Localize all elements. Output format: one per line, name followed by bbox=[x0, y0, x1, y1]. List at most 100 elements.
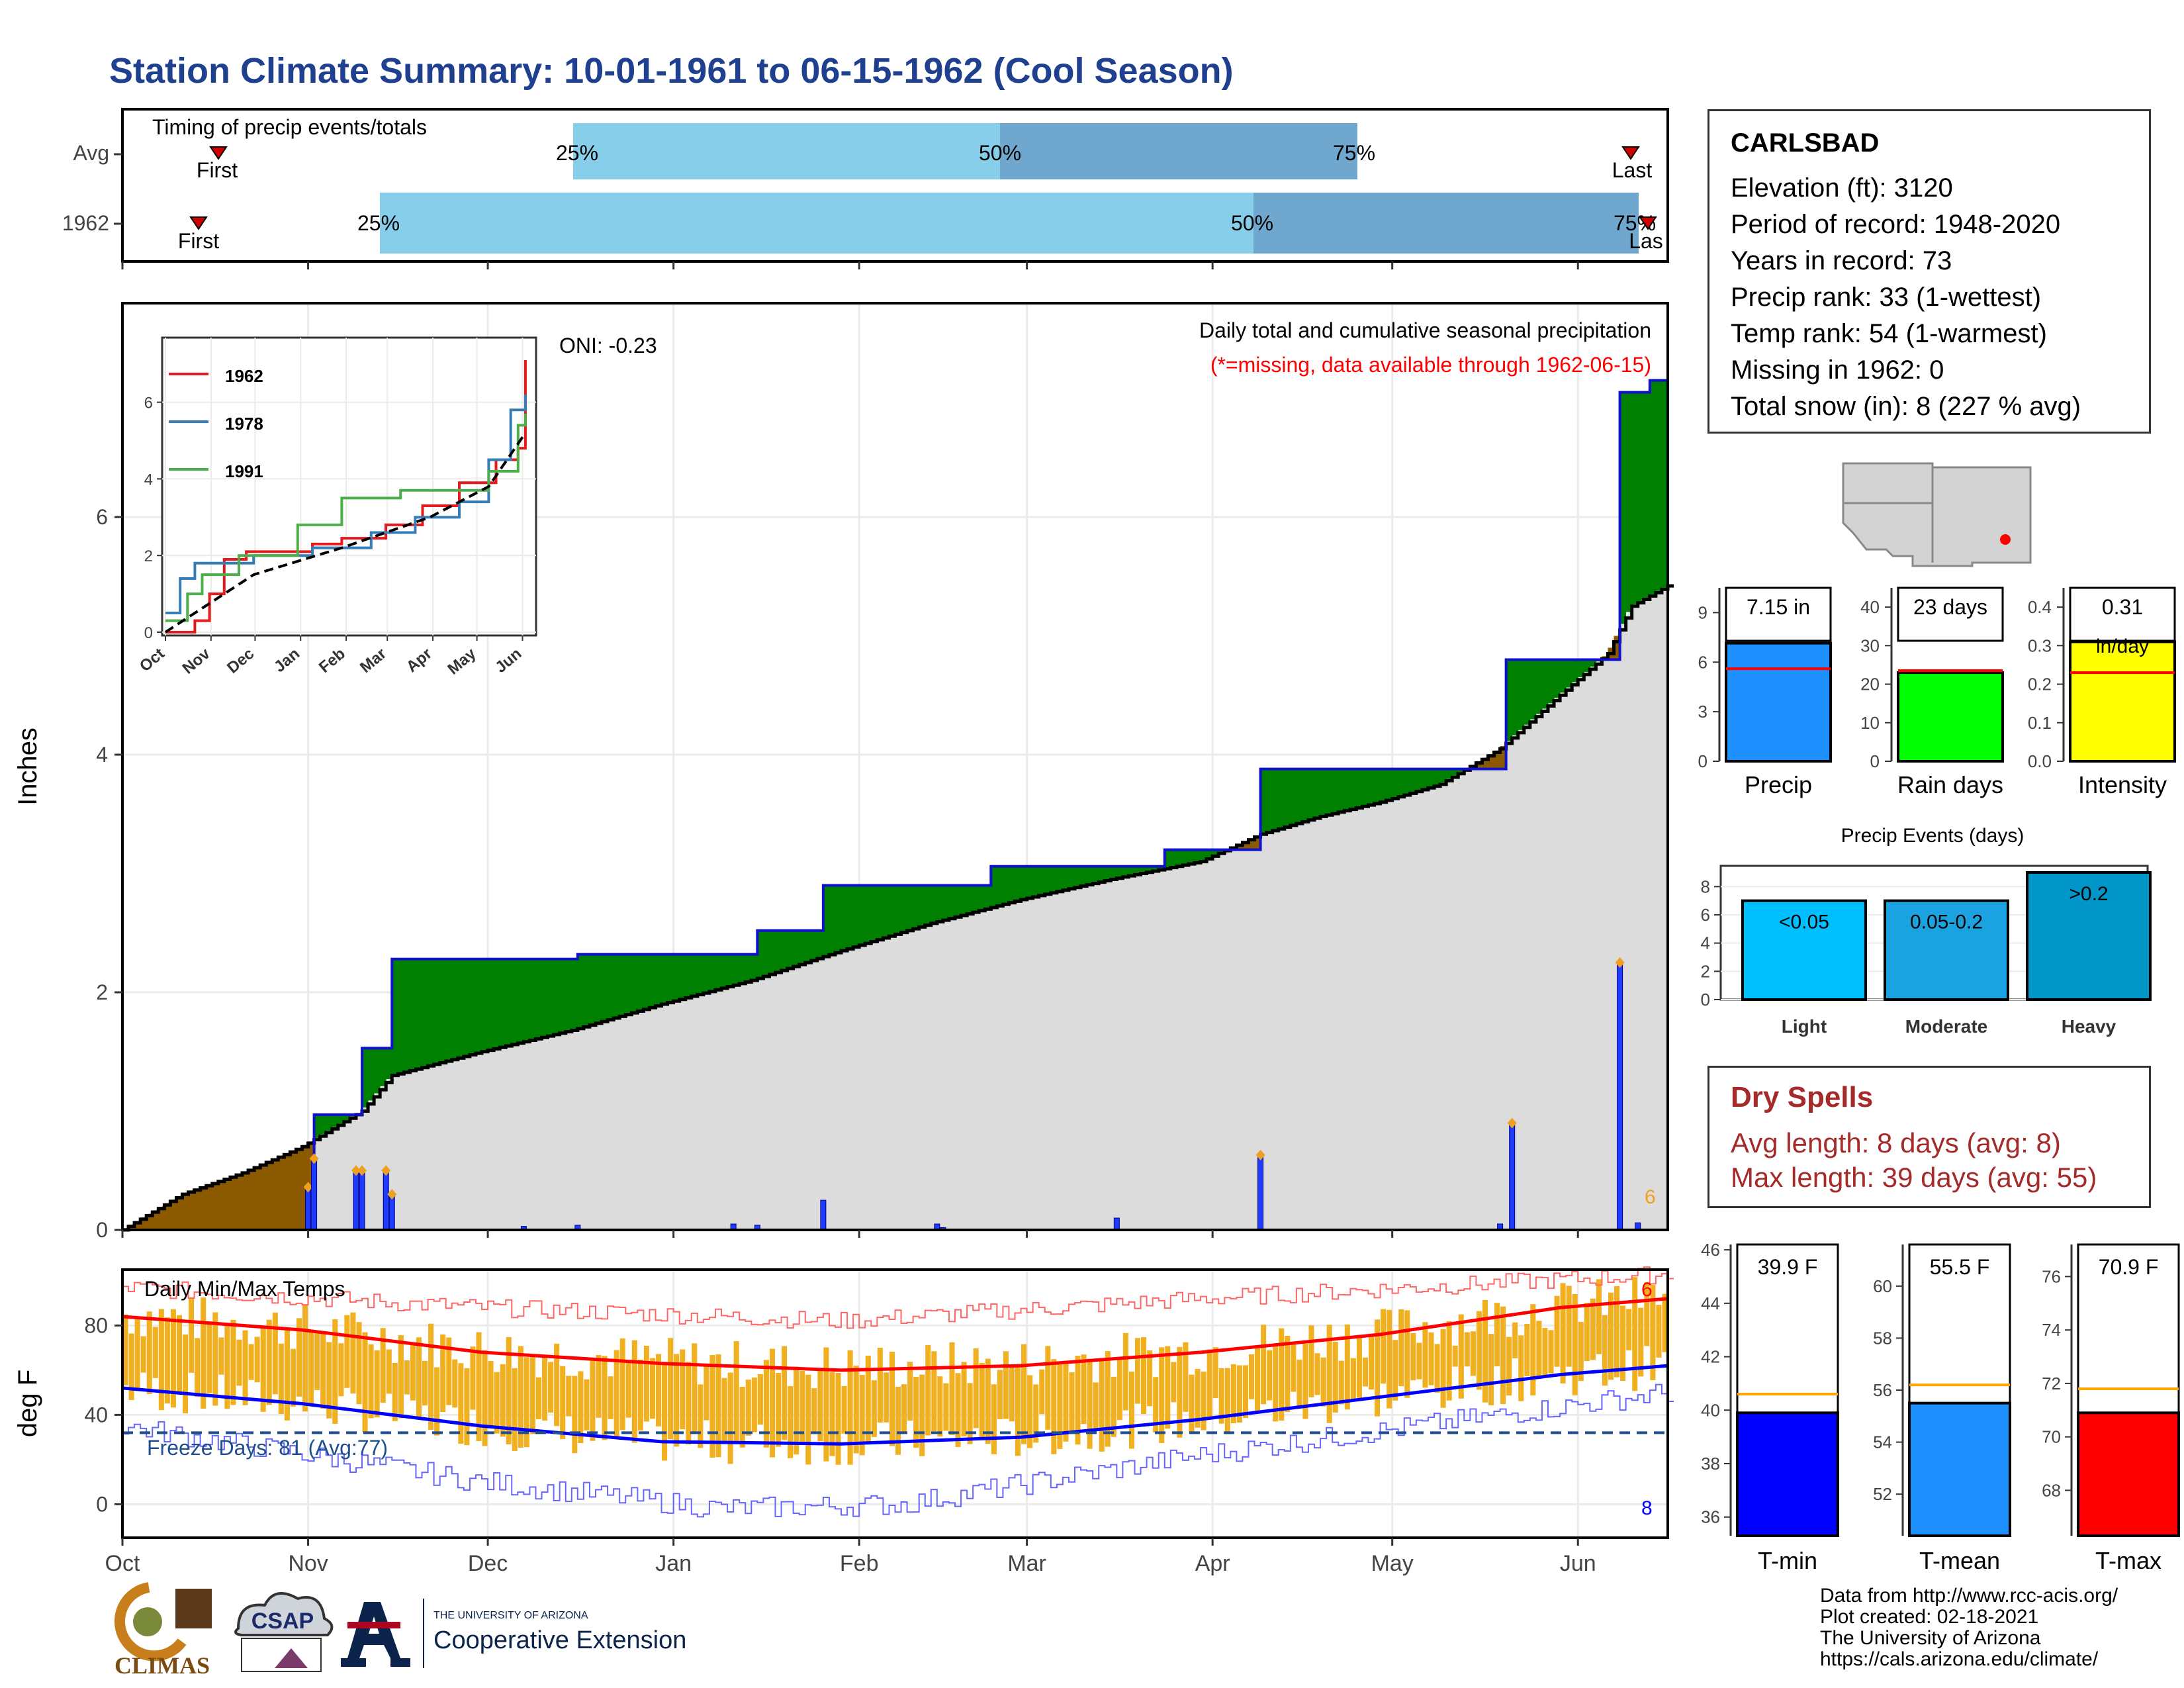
temp-range-bar bbox=[655, 1354, 662, 1427]
temp-range-bar bbox=[686, 1362, 692, 1445]
temp-range-bar bbox=[680, 1349, 686, 1430]
temp-range-bar bbox=[1075, 1356, 1081, 1445]
temp-title: Daily Min/Max Temps bbox=[144, 1277, 345, 1301]
temp-range-bar bbox=[224, 1324, 230, 1409]
temp-range-bar bbox=[308, 1331, 314, 1405]
temp-range-bar bbox=[1572, 1293, 1578, 1395]
temp-range-bar bbox=[422, 1360, 428, 1406]
temp-range-bar bbox=[775, 1373, 782, 1447]
temp-range-bar bbox=[1638, 1307, 1644, 1377]
timing-avg-first-marker bbox=[209, 146, 228, 160]
temp-range-bar bbox=[853, 1365, 859, 1454]
summary-value-box bbox=[1897, 586, 2004, 642]
temp-range-bar bbox=[122, 1314, 128, 1385]
events-bar-label: 0.05-0.2 bbox=[1910, 912, 1983, 933]
timing-panel: Timing of precip events/totals Avg 1962 … bbox=[62, 108, 1669, 269]
timing-1962-p50: 50% bbox=[1231, 211, 1273, 235]
temp-range-bar bbox=[189, 1297, 195, 1373]
temp-range-bar bbox=[242, 1330, 248, 1405]
temp-summary-chart-t-mean: 52 54 56 58 60 55.5 F T-mean bbox=[1873, 1243, 2011, 1574]
temp-range-bar bbox=[949, 1342, 955, 1435]
temp-range-bar bbox=[1242, 1365, 1248, 1419]
inset-ytick-label: 0 bbox=[144, 624, 153, 642]
inset-frame bbox=[161, 336, 537, 637]
month-label: Apr bbox=[1195, 1551, 1230, 1576]
temp-range-bar bbox=[164, 1317, 170, 1404]
summary-value-label: 23 days bbox=[1913, 595, 1987, 619]
temp-range-bar bbox=[476, 1332, 482, 1442]
temp-range-bar bbox=[1165, 1346, 1171, 1429]
precip-panel: 0 2 4 6 Inches ONI: -0.23 Daily total and c… bbox=[13, 302, 1674, 1242]
daily-precip-bars bbox=[303, 957, 1641, 1231]
temp-range-bar bbox=[535, 1377, 542, 1420]
temp-range-bar bbox=[1344, 1324, 1350, 1410]
credit-line: Data from http://www.rcc-acis.org/ bbox=[1820, 1585, 2118, 1607]
temp-range-bar bbox=[1608, 1292, 1614, 1380]
temp-range-bar bbox=[1201, 1372, 1206, 1430]
temp-range-bar bbox=[637, 1359, 643, 1431]
temp-range-bar bbox=[1212, 1347, 1218, 1398]
logos: CLIMAS CSAP THE UNIVERSITY OF ARIZONA Co… bbox=[114, 1582, 686, 1679]
summary-ytick-label: 0.4 bbox=[2028, 597, 2052, 617]
temp-range-bar bbox=[745, 1380, 751, 1436]
temp-range-bar bbox=[1434, 1344, 1440, 1393]
temp-range-bar bbox=[877, 1348, 883, 1423]
inset-ytick-label: 2 bbox=[144, 547, 153, 565]
timing-title: Timing of precip events/totals bbox=[152, 115, 427, 139]
temp-range-bar bbox=[332, 1319, 338, 1424]
temp-range-bar bbox=[1099, 1359, 1105, 1452]
temp-range-bar bbox=[1650, 1285, 1656, 1381]
daily-precip-bar bbox=[353, 1170, 359, 1231]
temp-summary-bar bbox=[1736, 1411, 1839, 1538]
temp-range-bar bbox=[1248, 1354, 1255, 1399]
credit-line: The University of Arizona bbox=[1820, 1627, 2041, 1649]
temp-range-bar bbox=[895, 1386, 901, 1455]
temp-range-bar bbox=[596, 1354, 602, 1418]
temp-range-bar bbox=[1398, 1309, 1404, 1387]
university-of-arizona-logo: THE UNIVERSITY OF ARIZONA Cooperative Ex… bbox=[341, 1599, 686, 1668]
daily-precip-bar bbox=[359, 1170, 365, 1231]
temp-range-bar bbox=[1267, 1350, 1273, 1401]
temp-range-bar bbox=[410, 1342, 416, 1401]
station-temp-rank: Temp rank: 54 (1-warmest) bbox=[1731, 319, 2047, 348]
temp-summary-ytick-label: 36 bbox=[1701, 1507, 1720, 1527]
temp-range-bar bbox=[482, 1350, 488, 1446]
temp-range-bar bbox=[608, 1376, 614, 1419]
page-title: Station Climate Summary: 10-01-1961 to 0… bbox=[109, 51, 1234, 91]
temp-summary-chart-t-max: 68 70 72 74 76 70.9 F T-max bbox=[2042, 1243, 2180, 1574]
temp-range-bar bbox=[788, 1385, 794, 1458]
temp-range-bar bbox=[704, 1364, 709, 1421]
timing-1962-p25: 25% bbox=[357, 211, 400, 235]
temp-summary-value-label: 70.9 F bbox=[2099, 1255, 2159, 1279]
summary-ytick-label: 30 bbox=[1860, 635, 1880, 655]
temp-range-bar bbox=[344, 1315, 350, 1388]
temp-range-bar bbox=[542, 1356, 548, 1421]
temp-range-bar bbox=[266, 1319, 272, 1405]
temp-range-bar bbox=[584, 1379, 590, 1430]
timing-1962-first-label: First bbox=[178, 229, 219, 253]
temp-range-bar bbox=[201, 1297, 206, 1409]
temp-range-bar bbox=[146, 1311, 152, 1395]
temp-range-bar bbox=[829, 1372, 835, 1456]
temp-range-bar bbox=[1488, 1334, 1494, 1406]
precip-ytick-label: 0 bbox=[96, 1218, 108, 1242]
station-period: Period of record: 1948-2020 bbox=[1731, 210, 2061, 239]
temp-range-bar bbox=[1452, 1345, 1458, 1367]
summary-ytick-label: 0.2 bbox=[2028, 675, 2052, 694]
temp-range-bar bbox=[823, 1347, 829, 1462]
temp-range-bar bbox=[1003, 1351, 1009, 1419]
csap-logo-text: CSAP bbox=[251, 1609, 314, 1634]
temp-range-bar bbox=[919, 1374, 925, 1456]
temp-frame bbox=[121, 1268, 1669, 1539]
temp-range-bar bbox=[1410, 1333, 1416, 1381]
dry-spells-box: Dry Spells Avg length: 8 days (avg: 8) M… bbox=[1707, 1066, 2151, 1208]
temp-range-bar bbox=[434, 1367, 440, 1436]
timing-avg-first-label: First bbox=[197, 158, 238, 182]
dry-spells-max: Max length: 39 days (avg: 55) bbox=[1731, 1162, 2097, 1193]
temp-range-bar bbox=[134, 1317, 140, 1389]
summary-value-label: 7.15 in bbox=[1747, 595, 1810, 619]
temp-range-bar bbox=[1224, 1368, 1230, 1432]
temp-range-bar bbox=[1279, 1328, 1285, 1421]
temp-range-bar bbox=[967, 1383, 973, 1444]
